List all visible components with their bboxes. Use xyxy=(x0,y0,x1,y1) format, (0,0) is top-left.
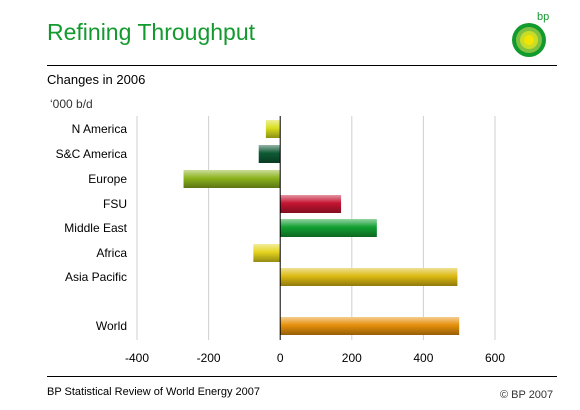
category-label: S&C America xyxy=(56,147,128,161)
bar-middle-east xyxy=(280,219,377,237)
page-title: Refining Throughput xyxy=(47,19,255,45)
bar-fsu xyxy=(280,195,342,213)
x-tick-label: 400 xyxy=(413,351,433,365)
bp-helios-logo: bp xyxy=(512,11,549,57)
helios-icon xyxy=(512,23,546,57)
x-tick-label: -400 xyxy=(125,351,149,365)
category-label: Africa xyxy=(96,246,127,260)
x-tick-label: 200 xyxy=(342,351,362,365)
unit-label: ‘000 b/d xyxy=(50,97,93,111)
x-tick-label: 600 xyxy=(485,351,505,365)
footer-divider xyxy=(47,376,557,377)
category-label: FSU xyxy=(103,197,127,211)
bar-africa xyxy=(253,244,281,262)
bar-world xyxy=(280,317,460,335)
header-divider xyxy=(47,65,557,66)
x-tick-label: 0 xyxy=(277,351,284,365)
bar-asia-pacific xyxy=(280,268,458,286)
category-label: Middle East xyxy=(64,221,127,235)
bar-s-c-america xyxy=(258,145,281,163)
x-tick-label: -200 xyxy=(197,351,221,365)
bp-logo-text: bp xyxy=(537,11,549,23)
category-label: N America xyxy=(72,122,128,136)
category-label: Asia Pacific xyxy=(65,270,127,284)
bar-n-america xyxy=(265,120,281,138)
chart-subtitle: Changes in 2006 xyxy=(47,72,146,87)
bar-europe xyxy=(183,170,281,188)
category-label: Europe xyxy=(88,172,127,186)
category-label: World xyxy=(96,319,127,333)
footer-source: BP Statistical Review of World Energy 20… xyxy=(47,386,260,398)
footer-copyright: © BP 2007 xyxy=(500,389,554,401)
